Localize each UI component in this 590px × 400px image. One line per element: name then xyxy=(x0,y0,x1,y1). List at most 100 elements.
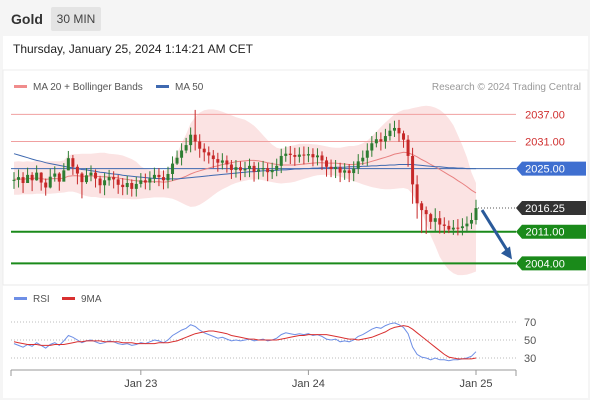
candle-body xyxy=(406,139,410,156)
candle-body xyxy=(297,154,301,157)
candle-body xyxy=(157,174,161,178)
candle-body xyxy=(311,154,315,158)
candle-body xyxy=(211,155,215,160)
candle-body xyxy=(420,203,424,211)
candle-body xyxy=(243,169,247,171)
candle-body xyxy=(207,152,211,156)
candle-body xyxy=(365,150,369,158)
candle-body xyxy=(189,134,193,146)
candle-body xyxy=(125,183,129,188)
credit-label: Research © 2024 Trading Central xyxy=(432,82,581,93)
candle-body xyxy=(338,167,342,173)
candle-body xyxy=(116,179,120,185)
candle-body xyxy=(388,130,392,137)
candle-body xyxy=(275,165,279,170)
candle-body xyxy=(84,175,88,183)
support-tag-2004.00: 2004.00 xyxy=(525,258,565,270)
candle-body xyxy=(415,184,419,204)
candle-body xyxy=(284,153,288,156)
candle-body xyxy=(202,148,206,153)
support-tag-2004.00-bg xyxy=(516,256,586,271)
candle-body xyxy=(329,166,333,170)
ma50-tag: 2025.00 xyxy=(525,164,565,176)
candle-body xyxy=(198,141,202,149)
candle-body xyxy=(152,174,156,179)
ma20-legend-label: MA 20 + Bollinger Bands xyxy=(33,82,143,93)
candle-body xyxy=(220,160,224,163)
candle-body xyxy=(352,168,356,174)
candle-body xyxy=(134,183,138,189)
candle-body xyxy=(374,139,378,144)
candle-body xyxy=(424,210,428,215)
candle-body xyxy=(139,180,143,184)
candle-body xyxy=(35,172,39,181)
price-tags: 2037.00 2031.00 2011.00 2004.00 2025.00 2016.… xyxy=(516,109,586,271)
candle-body xyxy=(229,164,233,170)
candle-body xyxy=(451,227,455,230)
candle-body xyxy=(184,145,188,151)
candle-body xyxy=(411,155,415,185)
candle-body xyxy=(26,174,30,184)
candle-body xyxy=(306,154,310,156)
candle-body xyxy=(143,180,147,183)
price-levels xyxy=(11,113,516,265)
candle-body xyxy=(302,154,306,156)
candle-body xyxy=(89,172,93,176)
rsi-legend-label: RSI xyxy=(33,294,50,305)
rsi-tick-label: 30 xyxy=(524,353,536,365)
rsi-ma-legend-label: 9MA xyxy=(81,294,102,305)
candle-body xyxy=(193,134,197,142)
candle-body xyxy=(325,160,329,167)
candle-body xyxy=(456,227,460,229)
chart-card xyxy=(3,36,588,398)
rsi-lines xyxy=(13,322,477,362)
candle-body xyxy=(130,183,134,189)
candle-body xyxy=(392,127,396,131)
forecast-arrow-head xyxy=(501,246,512,260)
candle-body xyxy=(44,182,48,188)
symbol-label: Gold xyxy=(11,11,43,27)
price-legend: MA 20 + Bollinger Bands MA 50 Research ©… xyxy=(14,82,581,93)
candle-body xyxy=(175,157,179,164)
resistance-tag-2031.00: 2031.00 xyxy=(525,136,565,148)
ma50-legend-label: MA 50 xyxy=(175,82,204,93)
candle-body xyxy=(57,173,61,182)
candle-body xyxy=(17,177,21,180)
candle-body xyxy=(465,223,469,227)
rsi-tick-label: 50 xyxy=(524,335,536,347)
candle-body xyxy=(171,163,175,174)
timeframe-button[interactable]: 30 MIN xyxy=(51,7,101,31)
candle-body xyxy=(98,178,102,186)
candle-body xyxy=(66,158,70,171)
candle-body xyxy=(370,143,374,151)
ma20-legend-swatch xyxy=(14,85,27,88)
candle-body xyxy=(161,177,165,181)
candle-body xyxy=(261,168,265,170)
x-axis-ticks: Jan 23 Jan 24 Jan 25 xyxy=(124,370,493,390)
candle-body xyxy=(379,139,383,142)
resistance-tag-2037.00: 2037.00 xyxy=(525,109,565,121)
candle-body xyxy=(402,133,406,140)
ma50-tag-bg xyxy=(516,161,586,176)
rsi-tick-label: 70 xyxy=(524,317,536,329)
candle-body xyxy=(279,155,283,166)
timestamp: Thursday, January 25, 2024 1:14:21 AM CE… xyxy=(13,42,253,56)
candle-body xyxy=(361,157,365,162)
candle-body xyxy=(347,170,351,174)
candle-body xyxy=(225,160,229,165)
candle-body xyxy=(39,172,43,183)
last-price-tag-bg xyxy=(516,201,586,216)
candle-body xyxy=(429,214,433,222)
candle-body xyxy=(320,155,324,161)
candle-body xyxy=(293,155,297,157)
candle-body xyxy=(248,165,252,170)
rsi-ma-line xyxy=(13,325,477,360)
candle-body xyxy=(75,166,79,174)
candle-body xyxy=(356,161,360,169)
candle-body xyxy=(80,173,84,183)
forecast-arrow xyxy=(480,209,511,255)
candle-body xyxy=(460,226,464,229)
candle-body xyxy=(474,208,478,221)
candle-body xyxy=(21,177,25,184)
